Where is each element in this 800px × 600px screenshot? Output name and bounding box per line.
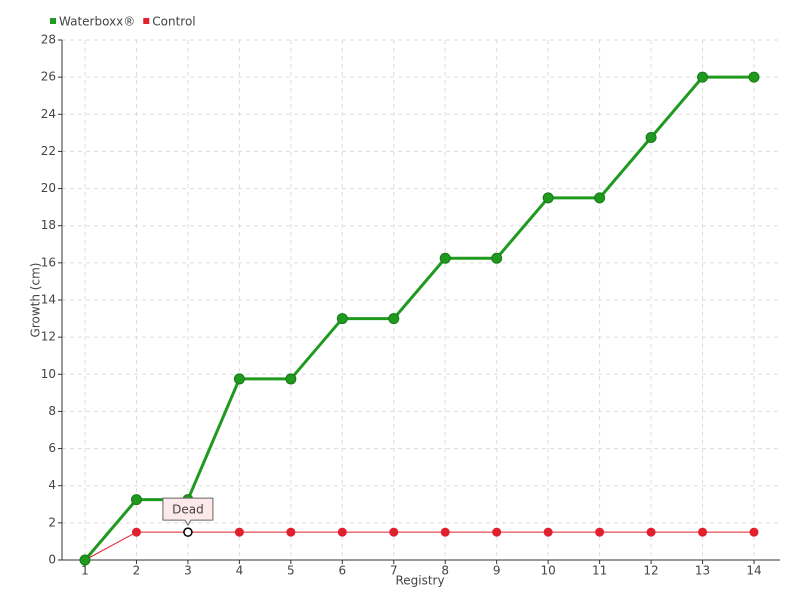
data-point (439, 252, 451, 264)
x-tick-label: 9 (493, 564, 501, 578)
annotation-box (162, 497, 214, 527)
y-tick-label: 16 (41, 255, 56, 269)
x-tick-label: 1 (81, 564, 89, 578)
x-tick-label: 5 (287, 564, 295, 578)
x-tick-label: 13 (695, 564, 710, 578)
x-axis-label: Registry (395, 574, 444, 588)
y-tick-label: 26 (41, 70, 56, 84)
data-point (389, 527, 399, 537)
y-tick-label: 6 (48, 441, 56, 455)
y-tick-label: 4 (48, 478, 56, 492)
legend-swatch (143, 18, 150, 24)
data-point (748, 71, 760, 83)
y-tick-label: 20 (41, 181, 56, 195)
y-tick-label: 28 (41, 33, 56, 47)
legend-label: Waterboxx® (59, 15, 135, 29)
legend-label: Control (152, 15, 195, 29)
x-tick-label: 11 (592, 564, 607, 578)
y-tick-label: 12 (41, 330, 56, 344)
y-tick-label: 0 (48, 553, 56, 567)
annotation-text: Dead (172, 503, 204, 517)
x-tick-label: 8 (441, 564, 449, 578)
x-tick-label: 4 (236, 564, 244, 578)
x-tick-label: 3 (184, 564, 192, 578)
data-point (594, 192, 606, 204)
x-tick-label: 6 (338, 564, 346, 578)
data-point (337, 527, 347, 537)
y-tick-label: 18 (41, 218, 56, 232)
data-point (440, 527, 450, 537)
data-point (234, 527, 244, 537)
data-point (233, 373, 245, 385)
series-line (83, 75, 754, 561)
y-tick-label: 24 (41, 107, 56, 121)
data-point (645, 132, 657, 143)
y-tick-label: 10 (41, 367, 56, 381)
data-point (646, 527, 656, 537)
x-tick-label: 7 (390, 564, 398, 578)
y-tick-label: 22 (41, 144, 56, 158)
legend-swatch (50, 18, 56, 24)
data-point (336, 313, 348, 325)
data-point (183, 527, 193, 537)
x-tick-label: 14 (746, 564, 761, 578)
data-point (130, 494, 142, 506)
data-point (491, 252, 503, 264)
data-point (749, 527, 759, 537)
x-tick-label: 2 (133, 564, 141, 578)
data-point (286, 527, 296, 537)
y-axis-label: Growth (cm) (29, 263, 43, 338)
data-point (492, 527, 502, 537)
y-tick-label: 2 (48, 515, 56, 529)
data-point (543, 527, 553, 537)
data-point (388, 313, 400, 325)
x-tick-label: 12 (643, 564, 658, 578)
data-point (285, 373, 297, 385)
data-point (697, 71, 709, 83)
x-tick-label: 10 (541, 564, 556, 578)
series-line (84, 531, 754, 561)
data-point (131, 527, 141, 537)
data-point (542, 192, 554, 204)
y-tick-label: 8 (48, 404, 56, 418)
y-tick-label: 14 (41, 293, 56, 307)
data-point (79, 554, 91, 566)
data-point (595, 527, 605, 537)
data-point (698, 527, 708, 537)
